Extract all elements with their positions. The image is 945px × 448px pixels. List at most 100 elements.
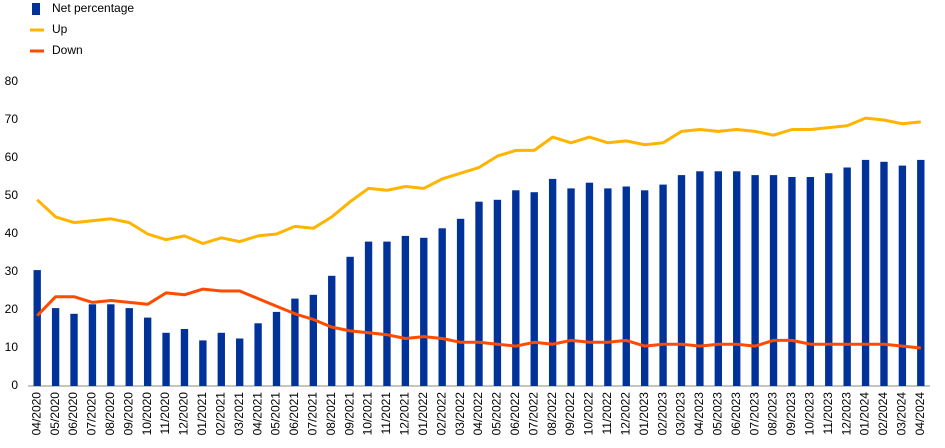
y-tick-label: 80 [5, 74, 19, 88]
bar [604, 188, 612, 386]
x-tick-label: 05/2022 [490, 392, 504, 436]
x-tick-label: 12/2023 [839, 392, 853, 436]
x-tick-label: 01/2023 [637, 392, 651, 436]
legend-swatch [32, 3, 40, 15]
bar [861, 159, 870, 386]
bar [254, 323, 262, 386]
bar [788, 177, 796, 386]
line [36, 116, 921, 245]
x-tick-label: 01/2021 [195, 392, 209, 436]
x-tick-label: 10/2023 [803, 392, 817, 436]
y-tick-label: 50 [5, 188, 19, 202]
x-tick-label: 09/2022 [563, 392, 577, 436]
bar [475, 201, 483, 386]
x-tick-label: 05/2023 [710, 392, 724, 436]
x-tick-label: 09/2021 [342, 392, 356, 436]
bar [898, 165, 907, 386]
x-tick-label: 12/2022 [618, 392, 632, 436]
bar [162, 332, 170, 386]
bar [364, 241, 373, 386]
bar [585, 182, 594, 386]
bar [567, 188, 575, 386]
bar [401, 235, 410, 386]
bar [420, 237, 428, 386]
bar [309, 294, 318, 386]
bar [917, 159, 925, 386]
bar [383, 241, 391, 386]
y-tick-label: 0 [11, 378, 18, 392]
bar [143, 317, 152, 386]
bar [328, 275, 336, 386]
bar [456, 218, 465, 386]
x-tick-label: 03/2022 [453, 392, 467, 436]
x-tick-label: 02/2024 [876, 392, 890, 436]
bar [236, 338, 244, 386]
x-tick-label: 03/2023 [674, 392, 688, 436]
x-tick-label: 10/2021 [361, 392, 375, 436]
bar [199, 340, 207, 386]
x-tick-label: 08/2021 [324, 392, 338, 436]
bar [217, 332, 225, 386]
bar [530, 192, 538, 386]
x-tick-label: 05/2021 [269, 392, 283, 436]
bar [769, 175, 778, 386]
x-tick-label: 02/2021 [213, 392, 227, 436]
y-tick-label: 20 [5, 302, 19, 316]
x-tick-label: 06/2020 [66, 392, 80, 436]
x-tick-label: 04/2024 [913, 392, 927, 436]
bar [291, 298, 299, 386]
x-tick-label: 10/2020 [140, 392, 154, 436]
y-tick-label: 60 [5, 150, 19, 164]
x-tick-label: 01/2022 [416, 392, 430, 436]
bar [438, 228, 446, 386]
x-tick-label: 05/2020 [48, 392, 62, 436]
x-tick-label: 04/2022 [471, 392, 485, 436]
x-tick-label: 07/2023 [747, 392, 761, 436]
x-tick-label: 11/2022 [600, 392, 614, 435]
x-tick-label: 07/2022 [526, 392, 540, 436]
bar [88, 304, 97, 386]
x-tick-label: 09/2023 [784, 392, 798, 436]
x-tick-label: 07/2020 [85, 392, 99, 436]
line [36, 287, 921, 350]
bar [180, 329, 189, 386]
bar [70, 313, 78, 386]
x-tick-label: 12/2020 [177, 392, 191, 436]
bar [548, 178, 557, 386]
x-tick-label: 12/2021 [398, 392, 412, 436]
x-tick-label: 08/2023 [766, 392, 780, 436]
bar [51, 308, 60, 386]
bar [806, 177, 815, 386]
y-tick-label: 40 [5, 226, 19, 240]
bar [622, 186, 630, 386]
x-tick-label: 07/2021 [305, 392, 319, 436]
y-tick-label: 30 [5, 264, 19, 278]
bar [346, 256, 354, 386]
x-tick-label: 08/2020 [103, 392, 117, 436]
y-tick-label: 10 [5, 340, 19, 354]
x-tick-label: 03/2021 [232, 392, 246, 436]
bar [33, 270, 41, 386]
x-tick-label: 04/2020 [29, 392, 43, 436]
x-tick-label: 01/2024 [858, 392, 872, 436]
x-tick-label: 03/2024 [895, 392, 909, 436]
bar [880, 161, 888, 386]
legend-label: Down [52, 43, 83, 57]
bar [825, 173, 833, 386]
x-tick-label: 09/2020 [121, 392, 135, 436]
bar [733, 171, 741, 386]
bar [696, 171, 704, 386]
x-tick-label: 06/2021 [287, 392, 301, 436]
x-tick-label: 11/2023 [821, 392, 835, 435]
bar [677, 175, 686, 386]
legend-label: Net percentage [52, 1, 134, 15]
x-tick-label: 02/2023 [655, 392, 669, 436]
bar [843, 167, 851, 386]
x-tick-label: 06/2022 [508, 392, 522, 436]
bar [751, 175, 759, 386]
legend-label: Up [52, 22, 68, 36]
bar [714, 171, 722, 386]
bar [272, 311, 281, 386]
bar [493, 199, 502, 386]
